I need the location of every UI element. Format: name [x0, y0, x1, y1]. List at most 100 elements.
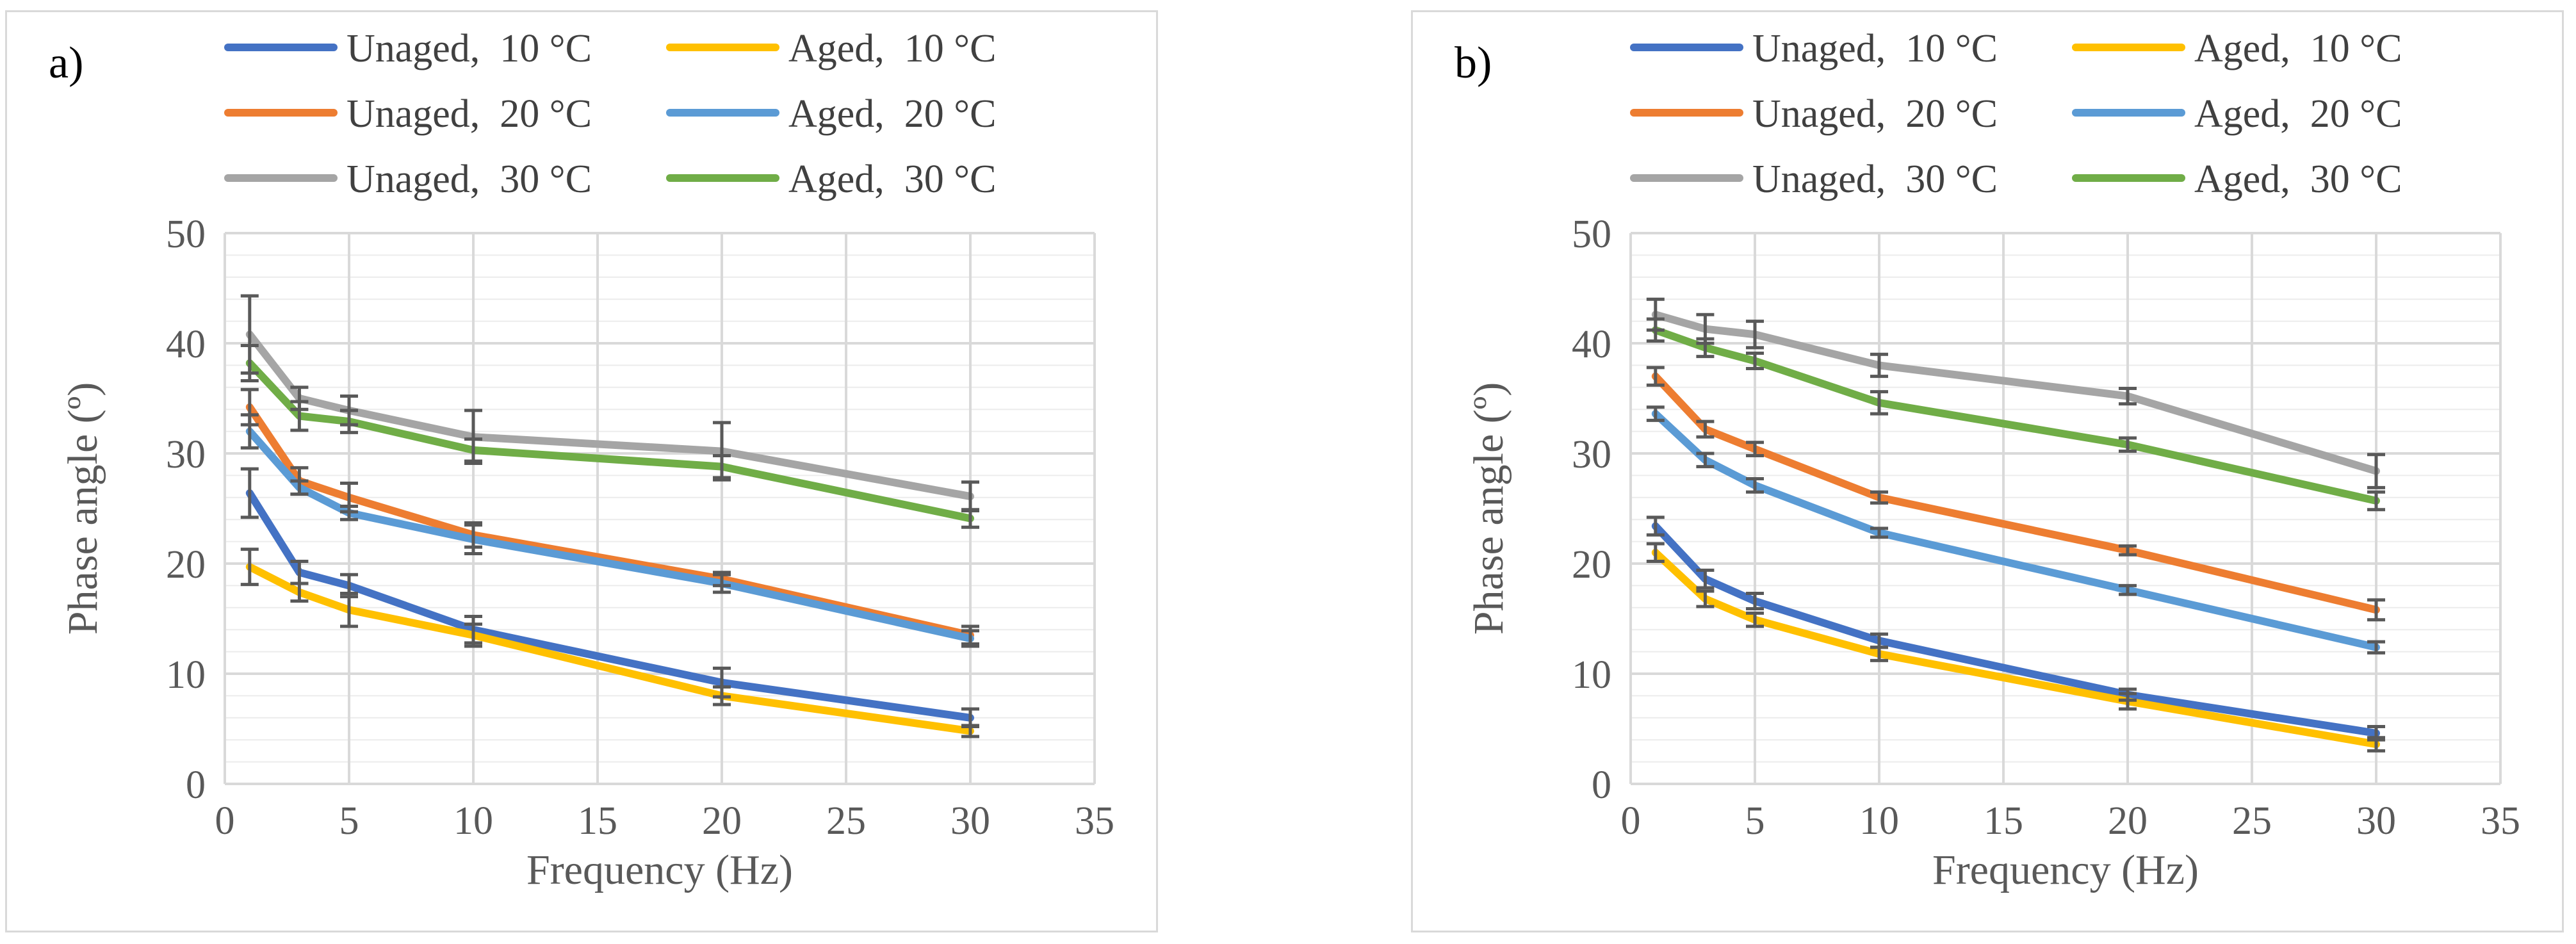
error-bar	[340, 505, 358, 521]
panel-label-b: b)	[1455, 38, 1492, 88]
legend-item: Aged, 20 °C	[2072, 92, 2402, 136]
legend-item: Unaged, 30 °C	[1630, 158, 1998, 201]
error-bar	[713, 573, 731, 594]
y-tick-label: 20	[166, 543, 206, 587]
error-bar	[2367, 453, 2385, 489]
error-bar	[2367, 640, 2385, 655]
x-tick-label: 5	[339, 799, 359, 843]
error-bar	[240, 548, 259, 587]
x-tick-label: 15	[578, 799, 617, 843]
legend-item: Aged, 10 °C	[666, 27, 996, 70]
y-tick-label: 0	[186, 763, 206, 807]
legend-item: Aged, 10 °C	[2072, 27, 2402, 70]
error-bar	[2119, 583, 2137, 596]
chart-b-svg: 0 10 20 30 40 50 0 5 10 15 20 25 30 35 Frequency (Hz) P…	[1465, 27, 2520, 893]
error-bar	[1646, 317, 1665, 343]
series-line	[245, 489, 974, 722]
error-bar	[464, 437, 482, 463]
error-bar	[2367, 736, 2385, 753]
x-tick-label: 35	[1075, 799, 1114, 843]
error-bar	[464, 623, 482, 648]
error-bar	[1646, 542, 1665, 564]
error-bar	[1746, 441, 1764, 457]
error-bar	[1870, 352, 1888, 378]
x-tick-label: 10	[1859, 799, 1899, 843]
legend: Unaged, 10 °C Aged, 10 °C Unaged, 20 °C Age…	[224, 27, 996, 201]
error-bar	[464, 523, 482, 556]
legend-item: Unaged, 20 °C	[1630, 92, 1998, 136]
minor-gridlines	[225, 254, 1095, 763]
error-bar	[1696, 452, 1715, 469]
major-gridlines	[224, 232, 1096, 785]
legend-label: Aged, 10 °C	[788, 27, 996, 70]
x-axis-title: Frequency (Hz)	[1932, 847, 2199, 893]
legend-label: Unaged, 10 °C	[346, 27, 592, 70]
panel-label-a: a)	[49, 38, 84, 88]
error-bar	[1696, 589, 1715, 608]
error-bar	[1696, 419, 1715, 439]
legend-item: Aged, 30 °C	[666, 158, 996, 201]
error-bar	[1746, 591, 1764, 611]
minor-gridlines	[1631, 254, 2500, 763]
legend-item: Aged, 30 °C	[2072, 158, 2402, 201]
x-tick-label: 25	[2232, 799, 2272, 843]
error-bar	[290, 400, 309, 432]
error-bar	[1646, 516, 1665, 537]
error-bar	[1870, 490, 1888, 505]
series-lines	[1651, 311, 2380, 749]
y-tick-label: 30	[166, 433, 206, 476]
x-tick-label: 15	[1984, 799, 2023, 843]
error-bar	[1870, 526, 1888, 539]
error-bar	[1696, 337, 1715, 359]
y-tick-label: 40	[166, 323, 206, 366]
series-line	[245, 563, 974, 735]
error-bar	[961, 508, 979, 529]
error-bar	[2119, 436, 2137, 453]
error-bar	[713, 685, 731, 706]
error-bar	[240, 343, 259, 382]
x-tick-label: 25	[826, 799, 866, 843]
y-tick-label: 50	[166, 213, 206, 256]
legend-label: Aged, 10 °C	[2194, 27, 2402, 70]
error-bar	[2119, 544, 2137, 557]
error-bar	[1746, 611, 1764, 628]
error-bar	[290, 582, 309, 603]
error-bar	[1870, 390, 1888, 416]
series-line	[1651, 311, 2380, 475]
legend-label: Aged, 20 °C	[2194, 92, 2402, 136]
error-bar	[1746, 320, 1764, 350]
y-axis-title: Phase angle (º)	[60, 382, 106, 635]
error-bar	[1746, 351, 1764, 371]
legend: Unaged, 10 °C Aged, 10 °C Unaged, 20 °C Age…	[1630, 27, 2402, 201]
legend-label: Unaged, 20 °C	[346, 92, 592, 136]
series-line	[245, 427, 974, 642]
y-tick-label: 30	[1572, 433, 1611, 476]
legend-label: Aged, 30 °C	[2194, 158, 2402, 201]
x-tick-label: 30	[2356, 799, 2396, 843]
error-bar	[2367, 490, 2385, 512]
x-tick-label: 0	[215, 799, 235, 843]
legend-label: Unaged, 30 °C	[346, 158, 592, 201]
y-tick-label: 20	[1572, 543, 1611, 587]
y-axis-title: Phase angle (º)	[1465, 382, 1512, 635]
x-tick-label: 5	[1745, 799, 1765, 843]
x-tick-label: 20	[702, 799, 742, 843]
error-bar	[1646, 405, 1665, 422]
x-tick-label: 20	[2108, 799, 2148, 843]
y-tick-label: 40	[1572, 323, 1611, 366]
y-tick-label: 10	[1572, 653, 1611, 697]
error-bar	[2119, 387, 2137, 406]
legend-item: Unaged, 30 °C	[224, 158, 592, 201]
error-bar	[340, 591, 358, 628]
legend-item: Unaged, 20 °C	[224, 92, 592, 136]
legend-label: Aged, 30 °C	[788, 158, 996, 201]
legend-label: Unaged, 30 °C	[1752, 158, 1998, 201]
legend-item: Unaged, 10 °C	[224, 27, 592, 70]
legend-label: Aged, 20 °C	[788, 92, 996, 136]
error-bars	[240, 294, 979, 738]
y-tick-label: 50	[1572, 213, 1611, 256]
legend-label: Unaged, 20 °C	[1752, 92, 1998, 136]
error-bar	[961, 629, 979, 648]
chart-panel-b: 0 10 20 30 40 50 0 5 10 15 20 25 30 35 Frequency (Hz) P…	[1411, 10, 2564, 932]
error-bar	[2119, 692, 2137, 711]
